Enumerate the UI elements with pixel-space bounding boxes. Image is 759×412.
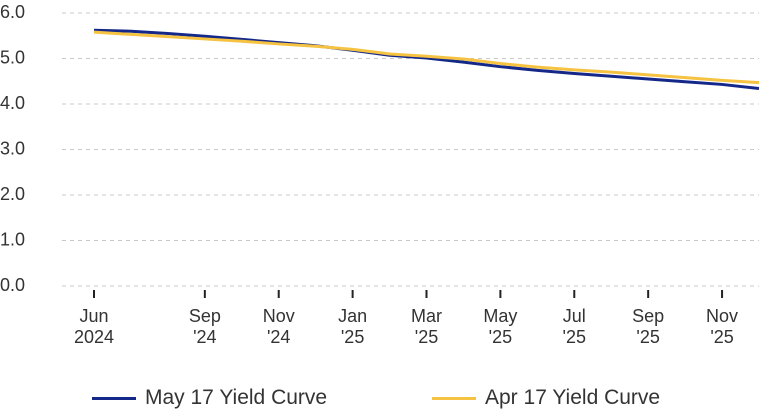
x-tick-label: May '25 (483, 306, 518, 347)
x-tick-label: Jul '25 (562, 306, 586, 347)
y-tick-label: 6.0 (0, 2, 25, 22)
x-tick-label: Nov '24 (262, 306, 295, 347)
y-tick-label: 2.0 (0, 184, 25, 204)
x-tick-label: Nov '25 (706, 306, 739, 347)
legend-label: May 17 Yield Curve (145, 386, 328, 409)
x-tick-label: Sep '24 (188, 306, 221, 347)
legend-swatch (432, 397, 476, 400)
x-tick-label: Mar '25 (411, 306, 442, 347)
x-tick-label: Jun 2024 (73, 306, 115, 347)
x-tick-label: Jan '25 (338, 306, 368, 347)
line-series (93, 30, 759, 85)
y-tick-label: 4.0 (0, 93, 25, 113)
legend-swatch (92, 397, 136, 400)
legend-label: Apr 17 Yield Curve (485, 386, 661, 409)
y-tick-label: 3.0 (0, 138, 25, 158)
y-tick-label: 1.0 (0, 229, 25, 249)
y-tick-label: 0.0 (0, 275, 25, 295)
line-series (93, 28, 759, 91)
x-tick-label: Sep '25 (632, 306, 665, 347)
y-tick-label: 5.0 (0, 47, 25, 67)
